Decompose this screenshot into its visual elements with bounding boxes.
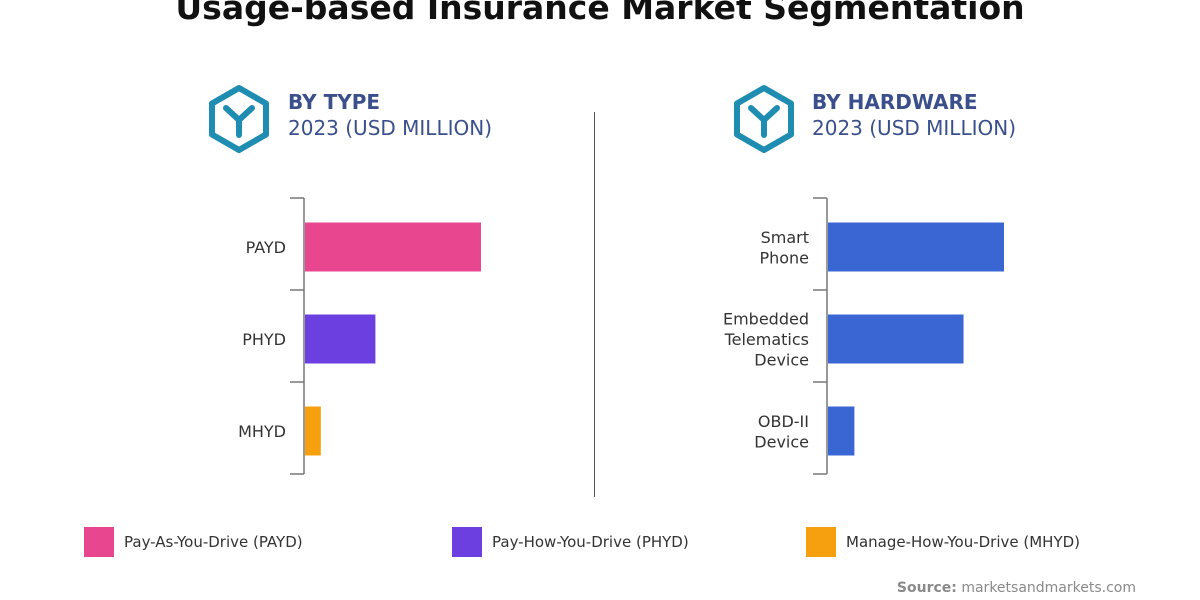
legend-item-payd: Pay-As-You-Drive (PAYD) [84,527,303,557]
chart-title: Usage-based Insurance Market Segmentatio… [175,0,1025,27]
legend: Pay-As-You-Drive (PAYD) Pay-How-You-Driv… [0,527,1200,559]
type-category-label: MHYD [238,422,286,441]
source-label: Source: [896,580,957,596]
source-value: marketsandmarkets.com [961,580,1136,596]
legend-swatch-payd [84,527,114,557]
type-bar-phyd [305,314,376,364]
left-panel-subtitle: 2023 (USD MILLION) [288,116,492,140]
hardware-bar-chart: SmartPhoneEmbeddedTelematicsDeviceOBD-II… [723,197,1004,475]
segment-hexagon-icon [209,85,269,153]
type-bar-payd [305,222,481,272]
hardware-bar-embedded-telematics-device [828,314,964,364]
hardware-bar-obd-ii-device [828,406,855,456]
hardware-category-label: Device [754,432,809,451]
right-panel-heading: BY HARDWARE 2023 (USD MILLION) [812,89,1016,141]
hardware-category-label: OBD-II [758,412,809,431]
left-panel-title: BY TYPE [288,90,381,114]
right-panel-subtitle: 2023 (USD MILLION) [812,116,1016,140]
legend-label-mhyd: Manage-How-You-Drive (MHYD) [846,533,1081,551]
segment-hexagon-icon [734,85,794,153]
type-bar-mhyd [305,406,321,456]
hardware-category-label: Smart [761,228,809,247]
source-note: Source: marketsandmarkets.com [897,580,1136,596]
hardware-bar-smart-phone [828,222,1004,272]
legend-swatch-phyd [452,527,482,557]
hardware-category-label: Embedded [723,310,809,329]
hardware-category-label: Phone [759,248,809,267]
type-category-label: PAYD [246,238,286,257]
legend-label-phyd: Pay-How-You-Drive (PHYD) [492,533,689,551]
right-panel-title: BY HARDWARE [812,90,978,114]
legend-item-mhyd: Manage-How-You-Drive (MHYD) [806,527,1080,557]
legend-swatch-mhyd [806,527,836,557]
left-panel-heading: BY TYPE 2023 (USD MILLION) [288,89,492,141]
panel-divider [594,112,595,497]
hardware-category-label: Device [754,351,809,370]
legend-item-phyd: Pay-How-You-Drive (PHYD) [452,527,689,557]
type-category-label: PHYD [242,330,286,349]
type-bar-chart: PAYD PHYD MHYD [238,197,481,475]
legend-label-payd: Pay-As-You-Drive (PAYD) [124,533,303,551]
hardware-category-label: Telematics [724,330,809,349]
